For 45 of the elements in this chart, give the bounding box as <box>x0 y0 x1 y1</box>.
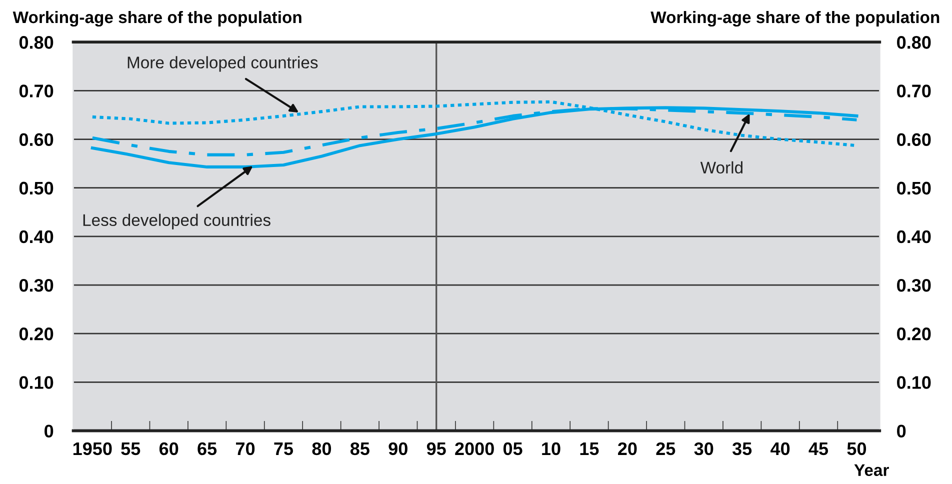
y-tick-label: 0.10 <box>19 376 54 389</box>
y-tick-label: 0.50 <box>19 182 54 195</box>
x-tick-label: 1950 <box>73 442 112 456</box>
y2-tick-label: 0.60 <box>897 133 931 146</box>
y2-tick-label: 0.10 <box>897 376 931 389</box>
annotation: More developed countries <box>128 56 318 72</box>
x-tick-label: 40 <box>770 442 790 456</box>
x-tick-label: 05 <box>503 442 522 456</box>
y-tick-label: 0.60 <box>19 133 54 146</box>
y2-tick-label: 0 <box>897 424 906 438</box>
x-tick-label: 10 <box>542 442 560 456</box>
y2-tick-label: 0.20 <box>897 328 931 340</box>
annotation: World <box>700 161 742 174</box>
x-tick-label: 15 <box>580 442 599 456</box>
x-tick-label: 45 <box>808 442 828 456</box>
x-tick-label: 80 <box>312 442 332 456</box>
x-tick-label: 55 <box>121 442 140 456</box>
y2-tick-label: 0.70 <box>897 84 931 98</box>
y-tick-label: 0.20 <box>19 328 54 340</box>
y-tick-label: 0.80 <box>19 36 54 49</box>
x-tick-label: 85 <box>350 442 370 456</box>
x-tick-label: 70 <box>236 442 255 456</box>
x-tick-label: 20 <box>618 442 637 456</box>
y-tick-label: 0.40 <box>19 230 54 244</box>
x-tick-label: 50 <box>847 442 866 456</box>
x-tick-label: 30 <box>694 442 714 456</box>
x-tick-label: 60 <box>159 442 178 456</box>
x-tick-label: 95 <box>426 442 446 456</box>
y-tick-label: 0.30 <box>19 278 54 292</box>
y2-tick-label: 0.40 <box>897 230 931 244</box>
y-tick-label: 0.70 <box>19 84 54 98</box>
x-tick-label: 35 <box>732 442 752 456</box>
y2-tick-label: 0.80 <box>897 36 931 49</box>
x-tick-label: 75 <box>274 442 294 456</box>
y-tick-label: 0 <box>44 424 54 438</box>
x-axis-title: Year <box>854 464 889 476</box>
annotation: Less developed countries <box>83 214 270 230</box>
y2-axis-title: Working-age share of the population <box>650 10 940 27</box>
x-tick-label: 2000 <box>455 442 494 456</box>
x-tick-label: 65 <box>198 442 217 456</box>
y2-tick-label: 0.50 <box>897 182 931 195</box>
y2-tick-label: 0.30 <box>897 278 931 292</box>
y-axis-title: Working-age share of the population <box>12 10 302 27</box>
x-tick-label: 25 <box>656 442 676 456</box>
x-tick-label: 90 <box>388 442 408 456</box>
